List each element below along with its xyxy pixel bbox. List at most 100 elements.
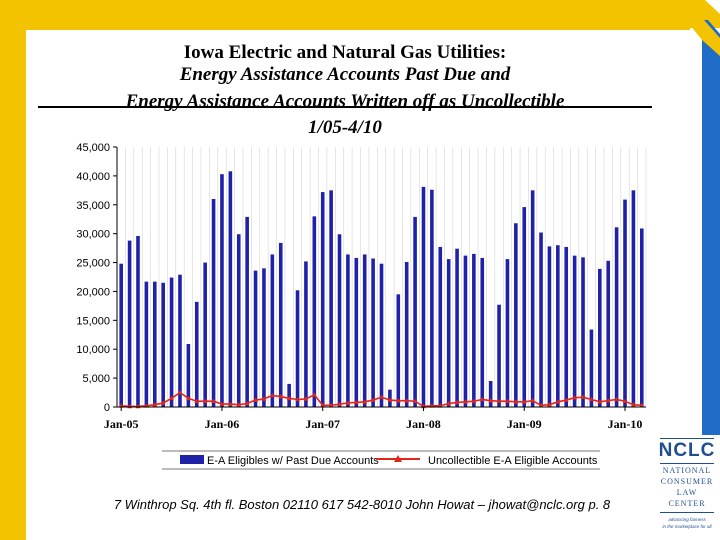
line-point [362, 399, 368, 404]
line-point [227, 401, 233, 406]
line-point [286, 395, 292, 401]
logo-rule-middle [660, 463, 714, 464]
bar [472, 253, 476, 407]
title-line-2: Energy Assistance Accounts Past Due and [179, 64, 511, 85]
bar [463, 255, 468, 407]
logo-tagline-2: in the marketplace for all [662, 524, 712, 529]
line-point [479, 396, 485, 402]
line-point [328, 402, 334, 408]
bar [253, 270, 258, 407]
bar [278, 242, 283, 407]
y-tick-label: 15,000 [76, 315, 110, 327]
bar [480, 257, 485, 407]
bar [598, 268, 602, 407]
line-point [614, 396, 620, 402]
legend-label-past-due: E-A Eligibles w/ Past Due Accounts [207, 455, 379, 467]
line-point [505, 398, 510, 404]
y-tick-label: 0 [104, 402, 110, 414]
bar [505, 259, 510, 407]
line-point [580, 394, 586, 399]
bar [623, 199, 627, 407]
bar [631, 190, 636, 407]
line-point [244, 400, 250, 406]
x-tick-label: Jan-10 [608, 417, 643, 431]
bar [236, 234, 241, 407]
y-axis: 0 5,000 10,000 15,000 20,000 25,000 30,000 35,0… [76, 142, 118, 414]
bar [304, 261, 308, 407]
line-point [454, 399, 460, 405]
frame-blue-right [700, 40, 720, 435]
bar [194, 301, 199, 407]
bar [362, 254, 367, 407]
bar [312, 216, 317, 407]
line-point [211, 398, 216, 404]
bar [136, 235, 140, 407]
nclc-logo: NCLC NATIONAL CONSUMER LAW CENTER advanc… [656, 436, 718, 536]
bar-series [119, 171, 644, 407]
legend-swatch-marker [394, 455, 402, 462]
line-point [404, 398, 410, 403]
bar [354, 257, 359, 407]
x-axis: Jan-05 Jan-06 Jan-07 Jan-08 Jan-09 Jan-10 [104, 406, 646, 431]
line-point [303, 396, 309, 401]
line-point [538, 402, 544, 408]
line-point [521, 399, 527, 404]
bar [640, 228, 644, 407]
line-point [194, 398, 200, 404]
logo-line-1: NATIONAL [662, 466, 712, 475]
bar [530, 190, 535, 407]
bar [379, 263, 384, 407]
line-point [160, 400, 166, 405]
line-point [471, 398, 477, 404]
title-line-4: 1/05-4/10 [308, 117, 382, 138]
line-point [513, 399, 519, 404]
bar [329, 190, 333, 407]
bar [581, 257, 585, 407]
y-tick-label: 30,000 [76, 229, 110, 241]
logo-main-text: NCLC [658, 440, 716, 461]
chart: 0 5,000 10,000 15,000 20,000 25,000 30,000 35,0… [76, 142, 647, 470]
bar [614, 227, 619, 407]
bar [161, 282, 165, 407]
line-point [395, 398, 401, 403]
line-point [446, 400, 452, 406]
line-point [370, 397, 376, 402]
line-point [496, 398, 502, 404]
bar [404, 261, 409, 407]
bar [547, 246, 552, 407]
line-point [320, 402, 326, 408]
line-point [185, 395, 191, 401]
y-tick-label: 20,000 [76, 286, 110, 298]
logo-rule-top [660, 438, 714, 439]
y-tick-label: 10,000 [76, 344, 110, 356]
line-point [412, 398, 418, 404]
logo-line-2: CONSUMER [660, 477, 714, 486]
line-point [631, 402, 636, 407]
line-point [337, 401, 342, 406]
bar [446, 259, 451, 407]
logo-line-3: LAW [676, 488, 698, 497]
bar [346, 254, 350, 407]
legend: E-A Eligibles w/ Past Due Accounts Uncol… [162, 450, 600, 470]
bar [220, 174, 224, 407]
line-point [605, 398, 611, 403]
bar [606, 260, 611, 407]
bar [211, 199, 216, 407]
bar [119, 263, 123, 407]
bar [287, 383, 291, 407]
bar [186, 344, 191, 407]
y-tick-label: 5,000 [82, 373, 110, 385]
line-point [572, 395, 578, 400]
bar [430, 189, 434, 407]
bar [178, 274, 182, 407]
bar [539, 232, 543, 407]
bar [589, 329, 594, 407]
logo-rule-bottom [660, 512, 714, 513]
y-tick-label: 40,000 [76, 171, 110, 183]
line-point [219, 401, 225, 406]
bar [514, 223, 518, 407]
bar [522, 207, 527, 407]
line-point [169, 395, 174, 401]
bar [421, 186, 426, 407]
